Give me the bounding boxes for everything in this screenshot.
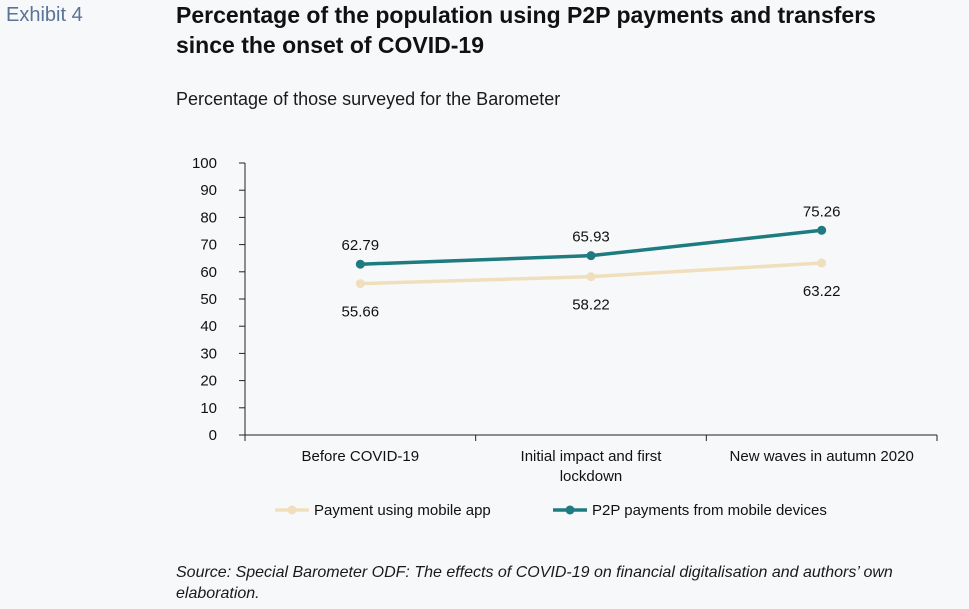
data-point-1 — [355, 279, 365, 289]
data-point-1 — [586, 272, 596, 282]
data-label-2: 65.93 — [572, 229, 610, 246]
y-tick-label: 20 — [200, 373, 217, 390]
y-tick-label: 80 — [200, 209, 217, 226]
data-point-2 — [355, 259, 365, 269]
x-category-label: Before COVID-19 — [302, 448, 420, 465]
x-category-label: lockdown — [560, 468, 623, 485]
y-tick-label: 70 — [200, 237, 217, 254]
data-label-1: 55.66 — [342, 304, 380, 321]
y-tick-label: 50 — [200, 291, 217, 308]
chart-subtitle: Percentage of those surveyed for the Bar… — [176, 89, 561, 109]
chart-title: Percentage of the population using P2P p… — [176, 2, 876, 58]
source-note: Source: Special Barometer ODF: The effec… — [176, 564, 893, 602]
legend-label-1: Payment using mobile app — [314, 502, 491, 519]
data-label-2: 62.79 — [342, 237, 380, 254]
legend-label-2: P2P payments from mobile devices — [592, 502, 827, 519]
y-tick-label: 100 — [192, 155, 217, 172]
y-tick-label: 30 — [200, 345, 217, 362]
y-tick-label: 60 — [200, 264, 217, 281]
data-point-2 — [817, 225, 827, 235]
x-category-label: New waves in autumn 2020 — [730, 448, 914, 465]
y-tick-label: 40 — [200, 318, 217, 335]
exhibit-label: Exhibit 4 — [6, 4, 83, 26]
legend-swatch-marker-1 — [287, 505, 297, 515]
data-label-1: 58.22 — [572, 297, 610, 314]
data-label-1: 63.22 — [803, 283, 841, 300]
data-point-2 — [586, 251, 596, 261]
y-tick-label: 0 — [209, 427, 217, 444]
x-category-label: Initial impact and first — [521, 448, 663, 465]
y-tick-label: 90 — [200, 182, 217, 199]
legend-swatch-marker-2 — [565, 505, 575, 515]
y-tick-label: 10 — [200, 400, 217, 417]
data-point-1 — [817, 258, 827, 268]
data-label-2: 75.26 — [803, 203, 841, 220]
